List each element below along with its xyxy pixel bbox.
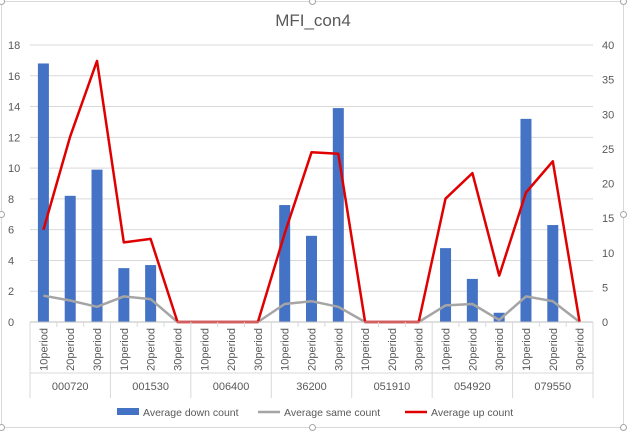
x-group-label: 006400 bbox=[213, 381, 250, 393]
x-group-label: 000720 bbox=[52, 381, 89, 393]
y-right-tick-label: 15 bbox=[602, 213, 614, 225]
bar bbox=[91, 169, 103, 322]
bar bbox=[145, 265, 157, 322]
y-right-tick-label: 10 bbox=[602, 248, 614, 260]
bar bbox=[37, 63, 49, 322]
x-subcategory-label: 30period bbox=[414, 328, 426, 371]
bar bbox=[306, 235, 317, 322]
x-subcategory-label: 30period bbox=[253, 328, 265, 371]
x-subcategory-label: 20period bbox=[226, 328, 238, 371]
x-group-label: 001530 bbox=[132, 381, 169, 393]
bar bbox=[547, 225, 559, 322]
y-left-tick-label: 12 bbox=[8, 132, 20, 144]
y-left-tick-label: 2 bbox=[8, 286, 14, 298]
chart-title: MFI_con4 bbox=[275, 11, 351, 30]
bar bbox=[520, 118, 532, 322]
resize-handle-top[interactable] bbox=[309, 0, 316, 5]
x-group-label: 36200 bbox=[296, 381, 327, 393]
bar bbox=[332, 108, 344, 322]
x-subcategory-label: 30period bbox=[92, 328, 104, 371]
y-right-tick-label: 20 bbox=[602, 179, 614, 191]
bar bbox=[64, 195, 76, 322]
y-left-tick-label: 16 bbox=[8, 71, 20, 83]
resize-handle-top-left[interactable] bbox=[0, 0, 5, 5]
bar bbox=[279, 205, 291, 322]
x-subcategory-label: 20period bbox=[65, 328, 77, 371]
x-subcategory-label: 20period bbox=[387, 328, 399, 371]
y-left-tick-label: 10 bbox=[8, 163, 20, 175]
legend-label-average-up-count: Average up count bbox=[431, 407, 513, 419]
axes: 0 2 4 6 8 10 12 14 16 18 0 5 10 15 20 25 30 35 40 10period 2… bbox=[8, 40, 614, 398]
x-subcategory-label: 30period bbox=[333, 328, 345, 371]
bar bbox=[440, 248, 452, 322]
x-subcategory-label: 20period bbox=[467, 328, 479, 371]
legend-swatch-average-down-count bbox=[117, 408, 139, 415]
y-right-tick-label: 0 bbox=[602, 317, 608, 329]
line-average-same-count bbox=[43, 294, 581, 324]
y-left-tick-label: 18 bbox=[8, 40, 20, 52]
bar bbox=[466, 278, 478, 322]
y-right-tick-label: 35 bbox=[602, 75, 614, 87]
y-right-tick-label: 30 bbox=[602, 109, 614, 121]
x-subcategory-label: 10period bbox=[360, 328, 372, 371]
bar-series-average-down-count bbox=[37, 63, 559, 322]
legend: Average down count Average same count Aver… bbox=[117, 407, 513, 419]
y-left-tick-label: 8 bbox=[8, 194, 14, 206]
bar bbox=[493, 312, 505, 322]
legend-label-average-same-count: Average same count bbox=[284, 407, 380, 419]
y-left-tick-label: 6 bbox=[8, 225, 14, 237]
x-subcategory-label: 10period bbox=[119, 328, 131, 371]
line-average-up-count bbox=[42, 59, 581, 324]
line-series-layer bbox=[42, 59, 581, 324]
y-right-tick-label: 40 bbox=[602, 40, 614, 52]
y-right-tick-label: 5 bbox=[602, 282, 608, 294]
x-group-label: 054920 bbox=[454, 381, 491, 393]
x-subcategory-label: 10period bbox=[441, 328, 453, 371]
x-subcategory-label: 30period bbox=[172, 328, 184, 371]
bar bbox=[118, 268, 130, 322]
y-left-tick-label: 4 bbox=[8, 255, 14, 267]
legend-label-average-down-count: Average down count bbox=[143, 407, 239, 419]
y-left-tick-label: 14 bbox=[8, 102, 20, 114]
x-subcategory-label: 10period bbox=[521, 328, 533, 371]
x-subcategory-label: 30period bbox=[575, 328, 587, 371]
y-right-tick-label: 25 bbox=[602, 144, 614, 156]
x-group-label: 051910 bbox=[374, 381, 411, 393]
resize-handle-left[interactable] bbox=[0, 211, 5, 218]
x-subcategory-label: 20period bbox=[548, 328, 560, 371]
x-subcategory-label: 10period bbox=[199, 328, 211, 371]
x-subcategory-label: 20period bbox=[307, 328, 319, 371]
y-left-tick-label: 0 bbox=[8, 317, 14, 329]
x-subcategory-label: 10period bbox=[280, 328, 292, 371]
x-subcategory-label: 30period bbox=[494, 328, 506, 371]
x-subcategory-label: 10period bbox=[38, 328, 50, 371]
x-subcategory-label: 20period bbox=[146, 328, 158, 371]
x-group-label: 079550 bbox=[534, 381, 571, 393]
